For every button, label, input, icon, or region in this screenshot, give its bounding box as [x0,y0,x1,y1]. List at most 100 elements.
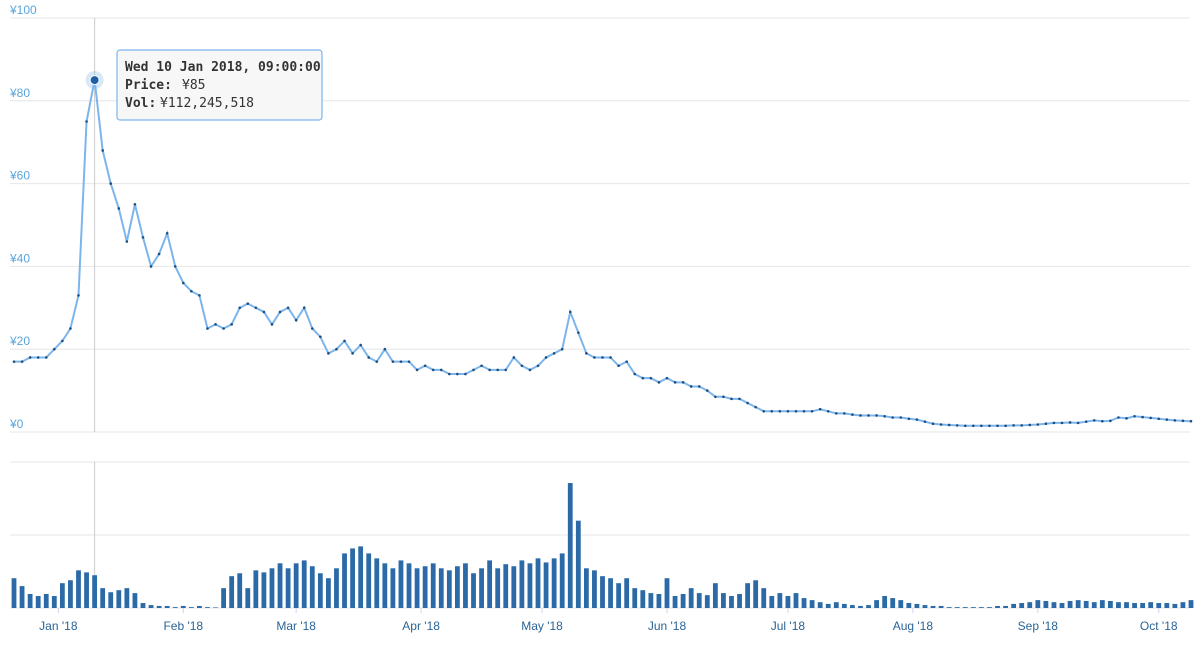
price-point [254,306,258,310]
price-point [246,302,250,305]
volume-bar [100,588,106,608]
volume-bar [809,600,815,608]
volume-bar [334,568,339,608]
price-point [1109,419,1112,423]
price-point [875,414,878,417]
price-point [343,339,346,343]
volume-bar [479,568,484,608]
price-point [1068,421,1072,424]
price-point [585,352,588,355]
volume-bar [422,566,428,608]
x-tick-label: Aug '18 [893,619,934,633]
volume-bar [1035,600,1041,608]
volume-bar [471,573,476,608]
price-point [278,310,282,314]
price-point [367,356,371,359]
volume-bar [366,553,372,608]
price-point [1125,417,1128,420]
price-point [617,364,620,368]
volume-bar [229,576,235,608]
x-tick-label: May '18 [521,619,563,633]
volume-bar [1059,603,1065,608]
volume-bar [1067,600,1073,608]
price-point [141,236,145,239]
price-point [593,356,596,359]
price-point [923,420,927,423]
price-point [939,423,943,426]
volume-bar [648,593,654,608]
price-point [891,416,895,419]
price-point [689,385,693,388]
volume-bar [1188,600,1194,608]
price-point [931,422,935,426]
x-tick-label: Feb '18 [163,619,203,633]
volume-bar [342,553,347,608]
volume-bar [978,607,984,608]
volume-bar [954,607,960,608]
price-point [133,203,137,206]
price-point [69,327,72,330]
volume-bar [1099,600,1105,608]
volume-bar [882,596,888,608]
price-point [480,364,483,368]
volume-bar [43,593,49,608]
volume-bar [721,593,726,608]
price-point [947,423,951,427]
price-point [383,347,387,351]
volume-bar [906,603,912,608]
volume-bar [1132,603,1137,608]
price-point [415,368,419,372]
volume-bar [503,564,509,608]
tooltip: Wed 10 Jan 2018, 09:00:00 Price: ¥85 Vol… [116,49,323,121]
volume-bar [511,566,517,608]
price-point [165,231,169,235]
price-point [770,410,774,413]
price-point [641,376,645,380]
price-point [988,424,991,428]
price-point [472,368,475,372]
price-point [536,364,540,368]
volume-bar [1075,600,1081,608]
price-point [173,265,177,268]
price-point [778,410,782,413]
volume-bar [858,605,863,608]
price-point [286,306,290,310]
price-point [310,327,314,330]
volume-bar [84,572,89,608]
price-point [512,356,516,359]
volume-bar [785,596,791,608]
volume-bar [841,603,847,608]
volume-bar [406,563,412,608]
price-point [681,381,685,384]
volume-bar [559,553,565,608]
volume-bar [132,593,138,608]
hover-point [89,75,100,86]
volume-bar [188,607,194,608]
price-point [335,347,338,351]
price-point [190,289,193,293]
volume-bar [148,605,154,608]
price-point [867,414,870,417]
volume-bar [446,570,452,608]
price-point [544,356,548,359]
volume-bar [567,483,573,608]
volume-bar [624,578,630,608]
price-line [14,79,1192,427]
volume-bar [680,593,686,608]
price-point [456,372,459,376]
volume-bar [1003,605,1008,608]
price-point [399,360,403,363]
volume-bar [801,598,807,608]
price-point [843,412,846,415]
volume-bar [1027,602,1033,608]
volume-bar [59,583,65,608]
tooltip-vol-label: Vol: [125,96,156,111]
price-point [577,331,580,334]
volume-bar [737,593,742,608]
price-point [230,323,233,326]
price-point [1149,416,1152,420]
price-point [1189,419,1193,423]
price-point [746,401,749,405]
price-point [834,412,838,415]
volume-bar [656,593,662,608]
